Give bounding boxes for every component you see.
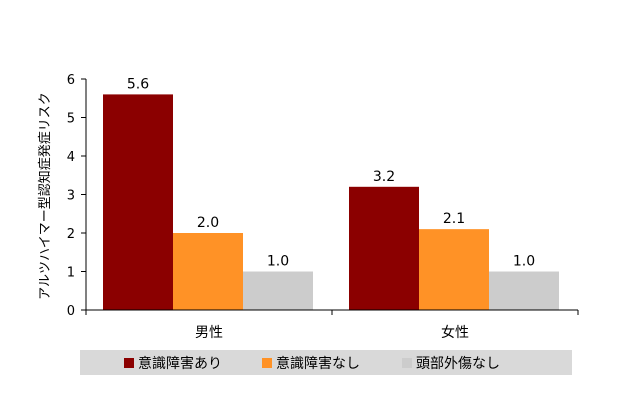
y-tick-label-5: 5 <box>67 112 75 127</box>
legend-swatch-1 <box>262 357 272 368</box>
legend-item-0: 意識障害あり <box>124 353 222 373</box>
bar-1-2 <box>489 271 559 310</box>
y-axis-label: アルツハイマー型認知症発症リスク <box>37 92 53 300</box>
bar-0-2 <box>243 271 313 310</box>
bar-chart: アルツハイマー型認知症発症リスク 0 1 2 3 4 5 6 5.6 2.0 1.0 3.2 2.1… <box>37 73 579 341</box>
bar-0-0 <box>103 94 173 311</box>
legend-label-0: 意識障害あり <box>138 355 222 372</box>
legend-swatch-2 <box>402 357 412 368</box>
legend-swatch-0 <box>124 357 134 368</box>
data-label-1-2: 1.0 <box>513 254 535 270</box>
y-tick-label-4: 4 <box>67 150 75 165</box>
bar-1-1 <box>419 229 489 310</box>
data-label-1-0: 3.2 <box>373 169 395 185</box>
bar-0-1 <box>173 233 243 310</box>
data-label-1-1: 2.1 <box>443 211 465 227</box>
y-tick-label-0: 0 <box>67 304 75 319</box>
data-label-0-2: 1.0 <box>267 254 289 270</box>
bar-1-0 <box>349 186 419 310</box>
data-label-0-0: 5.6 <box>127 76 149 92</box>
category-label-0: 男性 <box>195 325 223 341</box>
legend-label-1: 意識障害なし <box>276 355 360 372</box>
y-tick-label-6: 6 <box>67 73 75 88</box>
y-tick-label-1: 1 <box>67 266 75 281</box>
y-tick-label-3: 3 <box>67 189 75 204</box>
legend: 意識障害あり 意識障害なし 頭部外傷なし <box>80 350 572 375</box>
legend-label-2: 頭部外傷なし <box>416 355 500 372</box>
legend-item-2: 頭部外傷なし <box>402 353 500 373</box>
data-label-0-1: 2.0 <box>197 215 219 231</box>
legend-item-1: 意識障害なし <box>262 353 360 373</box>
y-tick-label-2: 2 <box>67 227 75 242</box>
category-label-1: 女性 <box>441 324 469 341</box>
